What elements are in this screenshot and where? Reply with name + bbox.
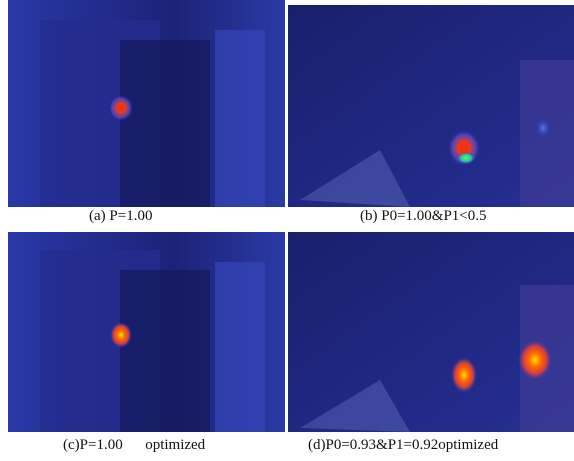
- figure: (a) P=1.00 (b) P0=1.00&P1<0.5 (c)P=1.00 …: [0, 0, 574, 461]
- panel-c-image: [8, 232, 285, 432]
- panel-b-image: [288, 5, 574, 207]
- panel-d-image: [288, 232, 574, 432]
- caption: (a) P=1.00: [89, 208, 152, 225]
- caption: (b) P0=1.00&P1<0.5: [360, 208, 487, 225]
- caption: (c)P=1.00 optimized: [63, 437, 205, 454]
- panel-a-image: [8, 0, 285, 207]
- caption: (d)P0=0.93&P1=0.92optimized: [308, 437, 498, 454]
- figure-images: [0, 0, 574, 461]
